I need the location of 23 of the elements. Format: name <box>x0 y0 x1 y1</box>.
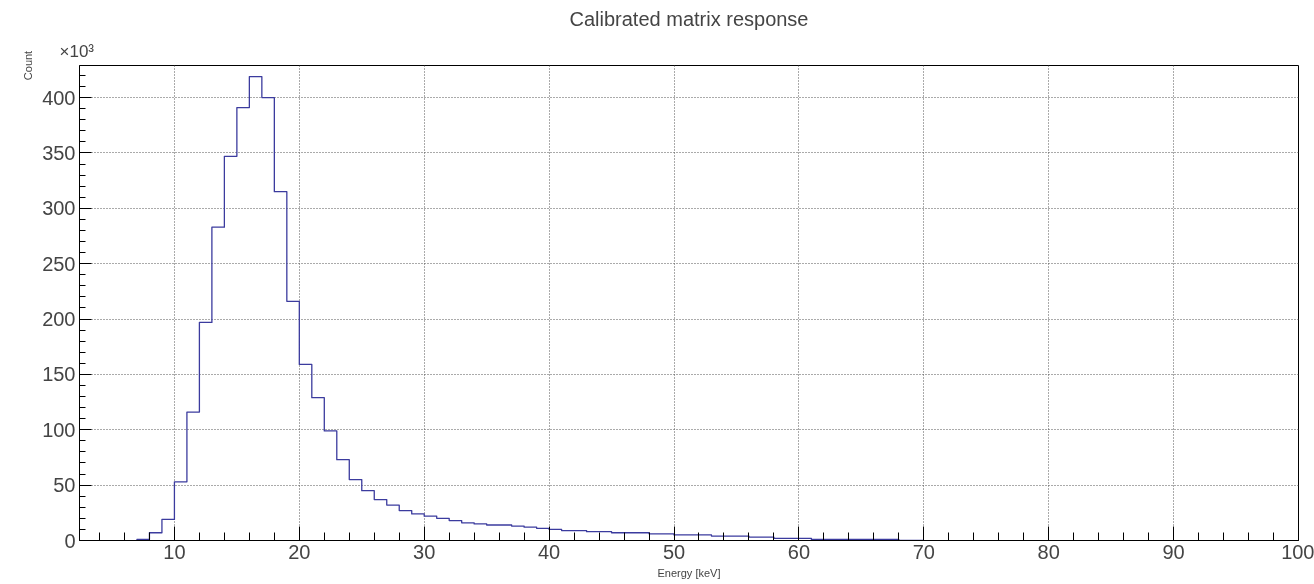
x-tick-label: 20 <box>288 540 311 563</box>
y-tick-label: 350 <box>42 141 76 164</box>
y-tick-label: 0 <box>64 529 76 552</box>
y-tick-label: 200 <box>42 308 76 331</box>
text: ×10³ <box>59 41 95 61</box>
x-tick-label: 80 <box>1037 540 1060 563</box>
y-axis-title: Count <box>22 50 35 81</box>
x-tick-label: 50 <box>662 540 686 563</box>
x-tick-label: 60 <box>787 540 811 563</box>
x-tick-label: 90 <box>1162 540 1185 563</box>
x-tick-label: 30 <box>413 540 436 563</box>
x-tick-label: 10 <box>163 540 186 563</box>
chart-title: Calibrated matrix response <box>569 7 809 30</box>
x-tick-label: 100 <box>1281 540 1314 563</box>
x-tick-label: 70 <box>912 540 935 563</box>
y-tick-label: 250 <box>42 252 76 275</box>
y-tick-label: 300 <box>42 197 76 220</box>
y-tick-label: 100 <box>42 418 76 441</box>
y-tick-label: 150 <box>42 363 76 386</box>
y-tick-label: 50 <box>53 474 76 497</box>
y-tick-label: 400 <box>42 86 76 109</box>
x-axis-title: Energy [keV] <box>657 566 721 579</box>
x-tick-label: 40 <box>537 540 561 563</box>
